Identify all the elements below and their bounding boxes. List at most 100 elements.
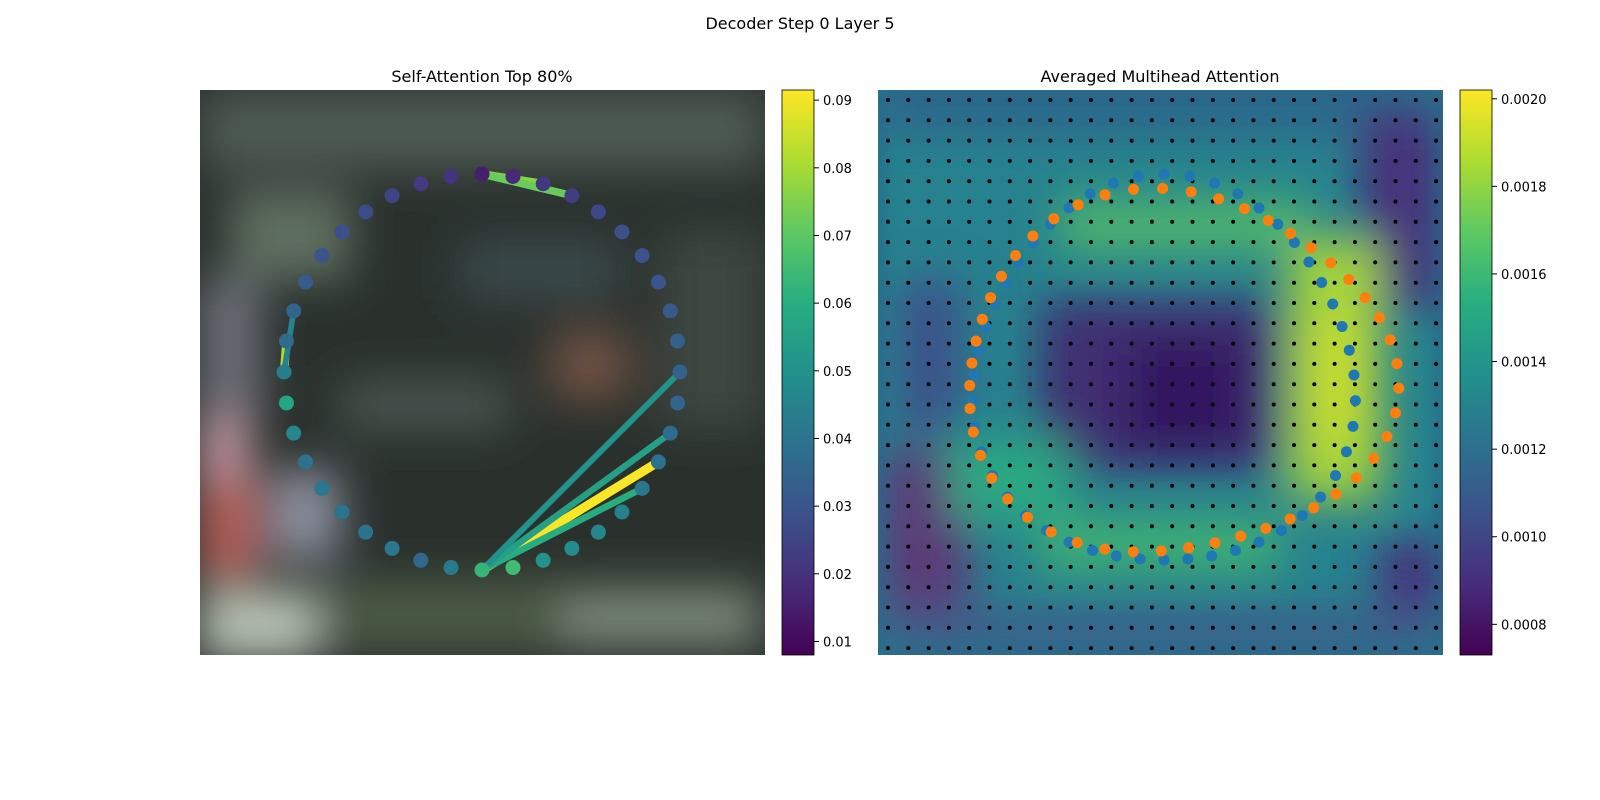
grid-dot	[1089, 443, 1093, 448]
blue-series-point	[1110, 550, 1122, 562]
grid-dot	[1048, 463, 1053, 468]
attention-edge	[480, 485, 644, 573]
grid-dot	[1393, 118, 1398, 123]
grid-dot	[1190, 504, 1195, 508]
grid-dot	[1413, 158, 1418, 163]
grid-dot	[1149, 504, 1154, 508]
grid-dot	[1089, 463, 1093, 468]
orange-series-point	[985, 292, 997, 304]
grid-dot	[1149, 605, 1154, 610]
orange-series-point	[1010, 250, 1021, 261]
grid-dot	[1028, 605, 1033, 610]
grid-dot	[1210, 158, 1215, 163]
grid-dot	[946, 382, 951, 387]
grid-dot	[1434, 483, 1439, 488]
grid-dot	[1170, 260, 1175, 265]
grid-dot	[1109, 260, 1114, 265]
grid-dot	[1048, 422, 1053, 427]
grid-dot	[1170, 483, 1175, 488]
grid-dot	[1129, 504, 1134, 508]
grid-dot	[1312, 605, 1317, 610]
blue-series-point	[1132, 170, 1144, 182]
grid-dot	[1393, 564, 1398, 569]
grid-dot	[1048, 321, 1053, 326]
grid-dots	[886, 98, 1439, 651]
grid-dot	[1068, 219, 1073, 224]
grid-dot	[1373, 544, 1378, 549]
grid-dot	[1292, 280, 1296, 285]
grid-dot	[1028, 219, 1033, 224]
grid-dot	[1292, 301, 1296, 305]
grid-dot	[1109, 138, 1114, 143]
grid-dot	[906, 98, 911, 102]
grid-dot	[1251, 443, 1256, 448]
grid-dot	[906, 402, 911, 407]
grid-dot	[1170, 240, 1175, 245]
grid-dot	[1434, 402, 1439, 407]
grid-dot	[1352, 98, 1357, 102]
grid-dot	[1149, 524, 1154, 529]
grid-dot	[1048, 504, 1053, 508]
grid-dot	[1332, 443, 1337, 448]
grid-dot	[1352, 463, 1357, 468]
grid-dot	[1413, 483, 1418, 488]
grid-dot	[886, 443, 890, 448]
grid-dot	[1068, 585, 1073, 590]
grid-dot	[1251, 504, 1256, 508]
grid-dot	[1149, 646, 1154, 651]
grid-dot	[1434, 646, 1439, 651]
grid-dot	[1089, 199, 1093, 204]
grid-dot	[1089, 118, 1093, 123]
grid-dot	[886, 179, 890, 184]
grid-dot	[1271, 544, 1276, 549]
grid-dot	[1231, 301, 1236, 305]
grid-dot	[1393, 402, 1398, 407]
grid-dot	[1352, 483, 1357, 488]
grid-dot	[1231, 564, 1236, 569]
grid-dot	[1068, 118, 1073, 123]
grid-dot	[1271, 564, 1276, 569]
grid-dot	[1271, 646, 1276, 651]
grid-dot	[926, 585, 931, 590]
grid-dot	[926, 443, 931, 448]
attention-edge	[481, 170, 573, 200]
grid-dot	[1170, 646, 1175, 651]
grid-dot	[1129, 301, 1134, 305]
grid-dot	[1332, 483, 1337, 488]
grid-dot	[1170, 524, 1175, 529]
attention-point	[650, 454, 666, 470]
grid-dot	[1190, 138, 1195, 143]
grid-dot	[946, 138, 951, 143]
grid-dot	[1190, 361, 1195, 366]
grid-dot	[946, 158, 951, 163]
grid-dot	[1149, 625, 1154, 630]
grid-dot	[946, 301, 951, 305]
grid-dot	[1251, 483, 1256, 488]
grid-dot	[1373, 280, 1378, 285]
blue-series-point	[1348, 369, 1360, 381]
grid-dot	[1210, 402, 1215, 407]
grid-dot	[1231, 646, 1236, 651]
grid-dot	[1210, 585, 1215, 590]
blue-series-point	[1230, 545, 1241, 556]
grid-dot	[1170, 544, 1175, 549]
attention-point	[413, 176, 429, 192]
colorbar-tick-label: 0.0020	[1501, 93, 1547, 108]
grid-dot	[1048, 98, 1053, 102]
grid-dot	[1393, 260, 1398, 265]
grid-dot	[1352, 260, 1357, 265]
orange-series-point	[1185, 186, 1197, 198]
grid-dot	[1089, 585, 1093, 590]
grid-dot	[1373, 138, 1378, 143]
grid-dot	[967, 158, 972, 163]
grid-dot	[1292, 199, 1296, 204]
grid-dot	[987, 382, 992, 387]
grid-dot	[1109, 463, 1114, 468]
right-colorbar-ticks: 0.0008 0.0010 0.0012 0.0014 0.0016 0.0018 0.00…	[1492, 93, 1547, 633]
orange-series-point	[1393, 382, 1405, 394]
grid-dot	[1129, 463, 1134, 468]
grid-dot	[906, 158, 911, 163]
grid-dot	[1210, 118, 1215, 123]
grid-dot	[1068, 564, 1073, 569]
grid-dot	[1190, 301, 1195, 305]
